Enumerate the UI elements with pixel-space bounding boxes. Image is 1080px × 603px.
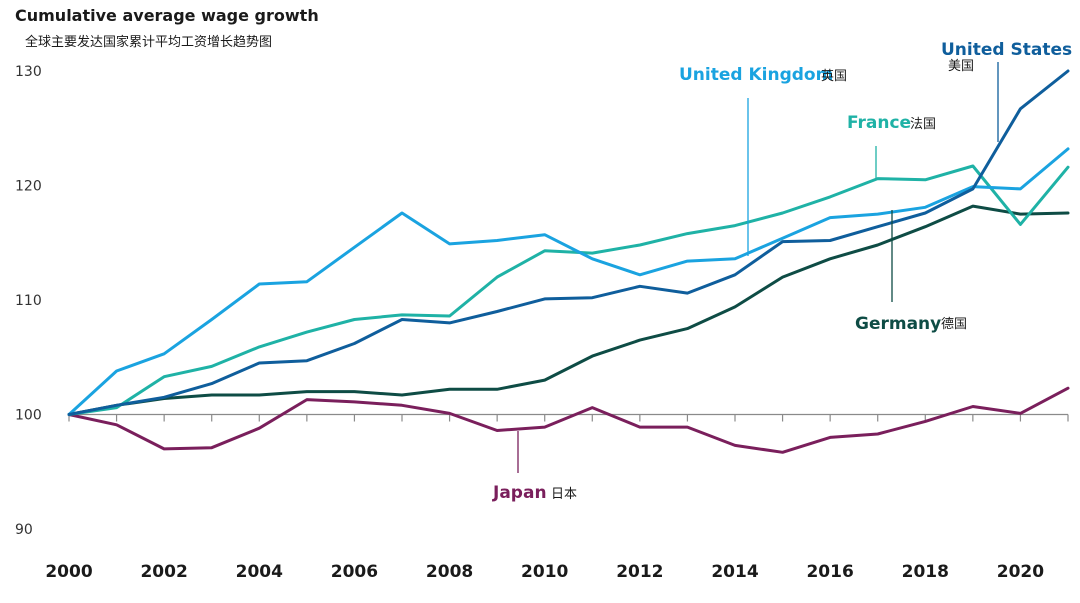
series-label-uk: United Kingdom — [679, 65, 833, 85]
y-tick-label: 100 — [15, 408, 42, 424]
y-tick-label: 90 — [15, 522, 33, 538]
y-tick-label: 130 — [15, 64, 42, 80]
series-lines — [67, 69, 1070, 454]
series-label-germany: Germany — [855, 314, 941, 334]
series-line-uk — [67, 147, 1070, 416]
series-label-cn-japan: 日本 — [551, 487, 577, 502]
y-tick-label: 120 — [15, 179, 42, 195]
x-axis: 2000 2002 2004 2006 2008 2010 2012 2014 2016 2018… — [45, 413, 1069, 582]
x-tick-label: 2018 — [902, 562, 949, 582]
series-label-japan: Japan — [492, 483, 547, 503]
series-line-france — [67, 164, 1070, 416]
series-label-cn-uk: 英国 — [821, 69, 847, 84]
chart-subtitle: 全球主要发达国家累计平均工资增长趋势图 — [25, 35, 273, 50]
series-label-us: United States — [941, 40, 1072, 60]
x-tick-label: 2012 — [616, 562, 663, 582]
y-tick-label: 110 — [15, 293, 42, 309]
x-tick-label: 2006 — [331, 562, 378, 582]
series-label-cn-us: 美国 — [948, 59, 974, 74]
x-tick-label: 2002 — [140, 562, 187, 582]
y-axis: 90 100 110 120 130 — [15, 64, 42, 538]
series-line-us — [67, 69, 1070, 416]
x-tick-label: 2008 — [426, 562, 473, 582]
series-line-japan — [67, 386, 1070, 454]
series-label-france: France — [847, 113, 911, 133]
x-tick-label: 2014 — [711, 562, 758, 582]
series-label-cn-germany: 德国 — [941, 317, 967, 332]
x-tick-label: 2000 — [45, 562, 92, 582]
x-tick-label: 2010 — [521, 562, 568, 582]
x-tick-label: 2004 — [236, 562, 283, 582]
series-label-cn-france: 法国 — [910, 117, 936, 132]
chart-title: Cumulative average wage growth — [15, 6, 319, 25]
x-tick-label: 2020 — [997, 562, 1044, 582]
series-line-germany — [67, 204, 1070, 416]
x-tick-label: 2016 — [806, 562, 853, 582]
